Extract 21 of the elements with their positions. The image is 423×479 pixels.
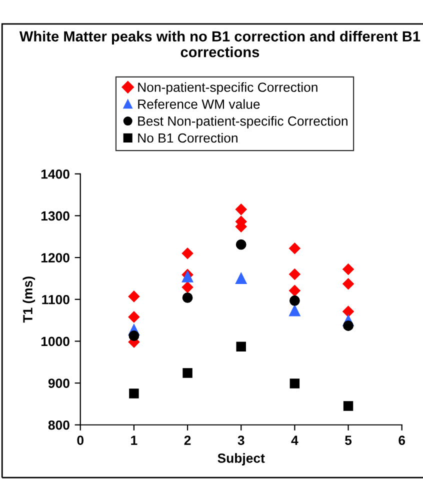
x-tick-label: 3 (238, 436, 244, 445)
x-tick-label: 1 (131, 436, 138, 445)
legend-label: Best Non-patient-specific Correction (138, 116, 348, 128)
x-axis-title: Subject (218, 453, 265, 466)
y-tick-label: 1200 (41, 253, 70, 262)
legend-label: Reference WM value (138, 99, 260, 109)
y-tick-label: 1000 (41, 336, 70, 346)
y-tick-label: 900 (48, 378, 70, 388)
y-tick-label: 1400 (41, 169, 70, 179)
x-tick-label: 0 (77, 436, 84, 445)
y-tick-label: 1300 (41, 211, 70, 221)
x-tick-label: 2 (184, 436, 191, 445)
chart-title: White Matter peaks with no B1 correction and different B1 corrections (19, 30, 420, 58)
y-tick-label: 1100 (42, 294, 70, 304)
x-tick-label: 4 (291, 436, 298, 445)
x-tick-label: 5 (345, 436, 352, 445)
legend-label: Non-patient-specific Correction (138, 82, 318, 95)
x-tick-label: 6 (398, 436, 406, 445)
y-tick-label: 800 (48, 420, 70, 430)
y-axis-title: T1 (ms) (22, 276, 36, 323)
legend-label: No B1 Correction (138, 132, 238, 143)
